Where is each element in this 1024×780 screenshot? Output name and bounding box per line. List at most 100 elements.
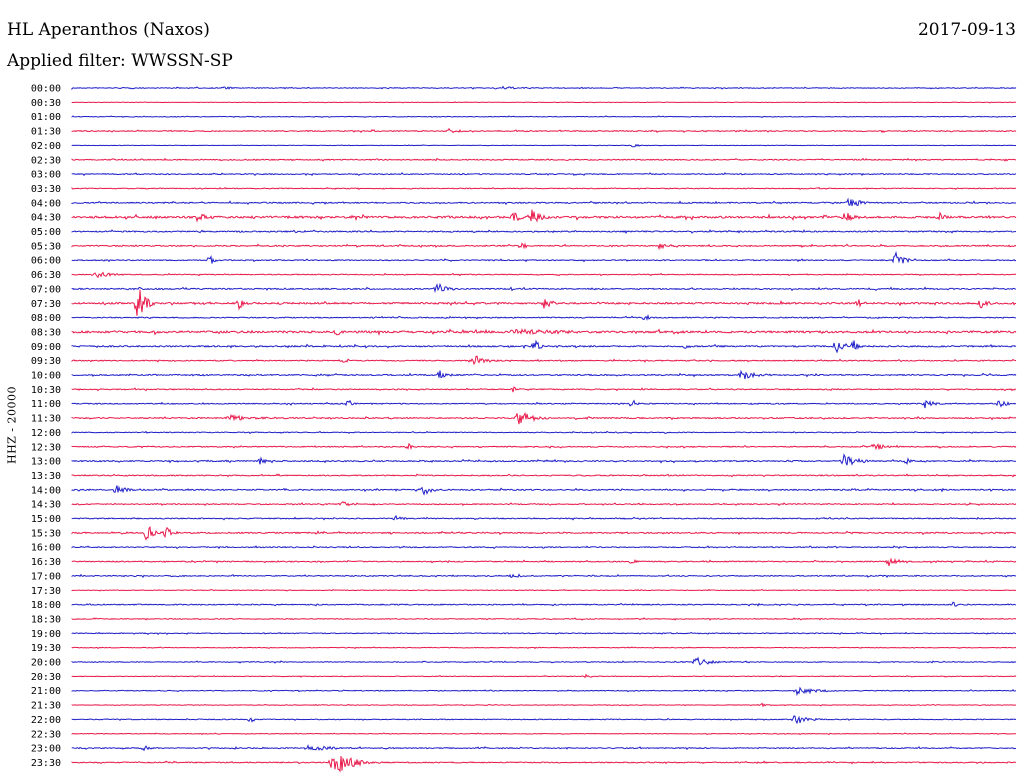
row-label: 06:00 bbox=[31, 256, 61, 267]
row-label: 12:30 bbox=[31, 442, 61, 453]
station-title: HL Aperanthos (Naxos) bbox=[7, 20, 210, 40]
row-label: 20:00 bbox=[31, 658, 61, 669]
row-label: 19:30 bbox=[31, 643, 61, 654]
trace-row bbox=[71, 715, 1017, 725]
row-label: 08:00 bbox=[31, 313, 61, 324]
row-label: 22:30 bbox=[31, 729, 61, 740]
row-label: 14:00 bbox=[31, 485, 61, 496]
row-label: 15:30 bbox=[31, 528, 61, 539]
row-label: 09:30 bbox=[31, 356, 61, 367]
trace-row bbox=[71, 186, 1017, 191]
trace-row bbox=[71, 442, 1017, 451]
trace-row bbox=[71, 115, 1017, 119]
trace-row bbox=[71, 386, 1017, 393]
trace-row bbox=[71, 282, 1017, 294]
row-label: 04:30 bbox=[31, 213, 61, 224]
row-label: 17:30 bbox=[31, 586, 61, 597]
row-label: 09:00 bbox=[31, 342, 61, 353]
row-label: 14:30 bbox=[31, 500, 61, 511]
filter-name: WWSSN-SP bbox=[131, 51, 233, 71]
row-label: 02:00 bbox=[31, 141, 61, 152]
row-label: 00:30 bbox=[31, 98, 61, 109]
row-label: 22:00 bbox=[31, 715, 61, 726]
row-label: 16:00 bbox=[31, 543, 61, 554]
row-label: 18:30 bbox=[31, 614, 61, 625]
trace-row bbox=[71, 673, 1017, 679]
row-label: 00:00 bbox=[31, 84, 61, 95]
row-label: 05:00 bbox=[31, 227, 61, 238]
date-label: 2017-09-13 bbox=[917, 20, 1016, 40]
trace-row bbox=[71, 525, 1017, 541]
row-label: 13:30 bbox=[31, 471, 61, 482]
row-label: 05:30 bbox=[31, 241, 61, 252]
trace-row bbox=[71, 127, 1017, 134]
trace-row bbox=[71, 399, 1017, 409]
trace-row bbox=[71, 573, 1017, 579]
trace-row bbox=[71, 631, 1017, 635]
trace-row bbox=[71, 501, 1017, 507]
trace-row bbox=[71, 430, 1017, 435]
trace-row bbox=[71, 485, 1017, 496]
row-label: 12:00 bbox=[31, 428, 61, 439]
trace-row bbox=[71, 157, 1017, 162]
trace-row bbox=[71, 686, 1017, 697]
trace-row bbox=[71, 453, 1017, 466]
row-label: 16:30 bbox=[31, 557, 61, 568]
row-label: 23:00 bbox=[31, 744, 61, 755]
trace-row bbox=[71, 473, 1017, 478]
trace-row bbox=[71, 617, 1017, 621]
trace-row bbox=[71, 242, 1017, 251]
trace-row bbox=[71, 355, 1017, 366]
trace-row bbox=[71, 744, 1017, 752]
trace-row bbox=[71, 250, 1017, 264]
trace-row bbox=[71, 229, 1017, 235]
trace-row bbox=[71, 646, 1017, 650]
row-label: 01:00 bbox=[31, 112, 61, 123]
trace-row bbox=[71, 732, 1017, 736]
trace-row bbox=[71, 514, 1017, 521]
row-label: 17:00 bbox=[31, 571, 61, 582]
row-label: 10:00 bbox=[31, 371, 61, 382]
trace-row bbox=[71, 209, 1017, 223]
row-label: 19:00 bbox=[31, 629, 61, 640]
trace-row bbox=[71, 172, 1017, 177]
trace-row bbox=[71, 289, 1017, 316]
trace-row bbox=[71, 601, 1017, 607]
row-label: 18:00 bbox=[31, 600, 61, 611]
trace-row bbox=[71, 314, 1017, 321]
filter-label: Applied filter: WWSSN-SP bbox=[7, 51, 233, 71]
row-label: 06:30 bbox=[31, 270, 61, 281]
row-label: 23:30 bbox=[31, 758, 61, 769]
trace-row bbox=[71, 369, 1017, 380]
trace-row bbox=[71, 85, 1017, 91]
row-label: 07:00 bbox=[31, 284, 61, 295]
trace-row bbox=[71, 656, 1017, 666]
trace-row bbox=[71, 143, 1017, 148]
row-label: 04:00 bbox=[31, 198, 61, 209]
row-label: 03:00 bbox=[31, 170, 61, 181]
trace-row bbox=[71, 588, 1017, 592]
row-label: 13:00 bbox=[31, 457, 61, 468]
row-label: 01:30 bbox=[31, 127, 61, 138]
trace-row bbox=[71, 339, 1017, 354]
row-label: 21:30 bbox=[31, 701, 61, 712]
row-label: 07:30 bbox=[31, 299, 61, 310]
row-label: 08:30 bbox=[31, 327, 61, 338]
trace-row bbox=[71, 328, 1017, 337]
trace-row bbox=[71, 271, 1017, 279]
row-label: 21:00 bbox=[31, 686, 61, 697]
row-label: 20:30 bbox=[31, 672, 61, 683]
trace-row bbox=[71, 545, 1017, 550]
trace-row bbox=[71, 702, 1017, 708]
trace-row bbox=[71, 197, 1017, 207]
trace-row bbox=[71, 101, 1017, 104]
row-label: 10:30 bbox=[31, 385, 61, 396]
row-label: 02:30 bbox=[31, 155, 61, 166]
row-label: 03:30 bbox=[31, 184, 61, 195]
row-label: 15:00 bbox=[31, 514, 61, 525]
trace-row bbox=[71, 411, 1017, 425]
row-label: 11:30 bbox=[31, 414, 61, 425]
filter-prefix: Applied filter: bbox=[7, 51, 126, 71]
trace-row bbox=[71, 557, 1017, 566]
